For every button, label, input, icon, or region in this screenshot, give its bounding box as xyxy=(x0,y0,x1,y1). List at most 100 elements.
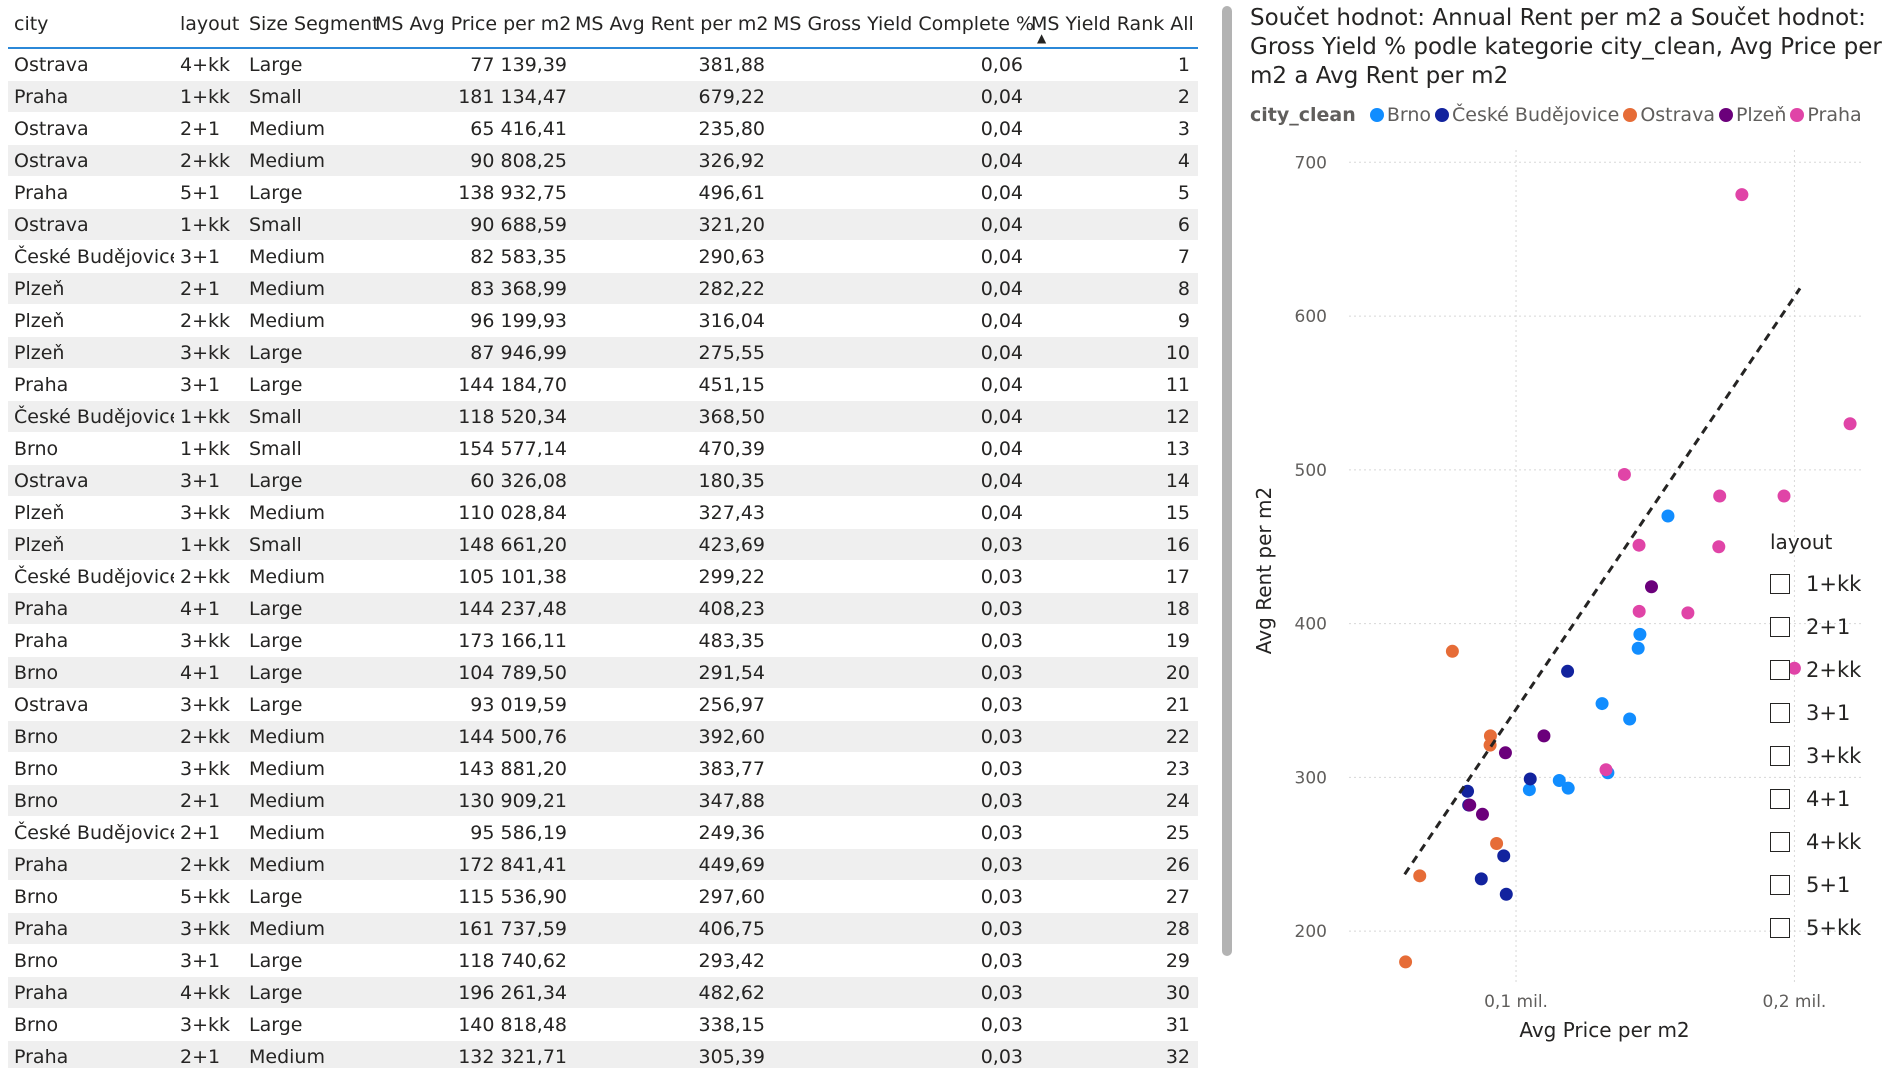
legend-item[interactable]: České Budějovice xyxy=(1435,104,1619,126)
data-point[interactable] xyxy=(1490,837,1504,851)
legend-item[interactable]: Plzeň xyxy=(1718,104,1786,126)
data-point[interactable] xyxy=(1644,580,1658,594)
table-row[interactable]: České Budějovice 3+1 Medium 82 583,35 290,63… xyxy=(8,240,1198,273)
checkbox[interactable] xyxy=(1770,573,1790,594)
slicer-item[interactable]: 2+1 xyxy=(1770,605,1896,648)
data-point[interactable] xyxy=(1552,773,1566,787)
table-row[interactable]: Plzeň 1+kk Small 148 661,20 423,69 0,03 16 xyxy=(8,528,1198,561)
data-point[interactable] xyxy=(1497,849,1511,863)
table-row[interactable]: Ostrava 1+kk Small 90 688,59 321,20 0,04 6 xyxy=(8,208,1198,241)
table-row[interactable]: Ostrava 3+kk Large 93 019,59 256,97 0,03 21 xyxy=(8,688,1198,721)
table-row[interactable]: Praha 3+1 Large 144 184,70 451,15 0,04 11 xyxy=(8,368,1198,401)
slicer-item[interactable]: 2+kk xyxy=(1770,648,1896,691)
data-point[interactable] xyxy=(1632,538,1646,552)
data-point[interactable] xyxy=(1787,661,1801,675)
data-point[interactable] xyxy=(1399,955,1413,969)
data-point[interactable] xyxy=(1499,887,1513,901)
column-header-size-segment[interactable]: Size Segment xyxy=(243,0,380,49)
data-point[interactable] xyxy=(1735,188,1749,202)
column-header-layout[interactable]: layout xyxy=(174,0,243,49)
table-row[interactable]: České Budějovice 1+kk Small 118 520,34 368,5… xyxy=(8,400,1198,433)
scatter-plot[interactable]: 200 300 400 500 600 700 0,1 mil. 0,2 mil. Avg Pr… xyxy=(1240,0,1896,1068)
table-row[interactable]: Ostrava 4+kk Large 77 139,39 381,88 0,06 1 xyxy=(8,48,1198,81)
data-point[interactable] xyxy=(1623,712,1637,726)
table-row[interactable]: Plzeň 3+kk Large 87 946,99 275,55 0,04 10 xyxy=(8,336,1198,369)
slicer-item[interactable]: 3+kk xyxy=(1770,734,1896,777)
data-point[interactable] xyxy=(1681,606,1695,620)
table-row[interactable]: Brno 2+1 Medium 130 909,21 347,88 0,03 24 xyxy=(8,784,1198,817)
checkbox[interactable] xyxy=(1770,659,1790,680)
slicer-item[interactable]: 3+1 xyxy=(1770,691,1896,734)
table-row[interactable]: České Budějovice 2+kk Medium 105 101,38 299,… xyxy=(8,560,1198,593)
table-row[interactable]: Praha 3+kk Medium 161 737,59 406,75 0,03 28 xyxy=(8,912,1198,945)
checkbox[interactable] xyxy=(1770,917,1790,938)
table-row[interactable]: Plzeň 3+kk Medium 110 028,84 327,43 0,04 15 xyxy=(8,496,1198,529)
table-row[interactable]: Plzeň 2+1 Medium 83 368,99 282,22 0,04 8 xyxy=(8,272,1198,305)
data-point[interactable] xyxy=(1413,869,1427,883)
table-row[interactable]: Ostrava 3+1 Large 60 326,08 180,35 0,04 14 xyxy=(8,464,1198,497)
data-point[interactable] xyxy=(1712,540,1726,554)
legend-item[interactable]: Brno xyxy=(1369,104,1431,126)
data-point[interactable] xyxy=(1661,509,1675,523)
slicer-item[interactable]: 5+1 xyxy=(1770,863,1896,906)
column-header-city[interactable]: city xyxy=(8,0,174,49)
table-row[interactable]: Praha 3+kk Large 173 166,11 483,35 0,03 19 xyxy=(8,624,1198,657)
data-point[interactable] xyxy=(1498,746,1512,760)
table-row[interactable]: Brno 3+kk Large 140 818,48 338,15 0,03 31 xyxy=(8,1008,1198,1041)
table-row[interactable]: Praha 1+kk Small 181 134,47 679,22 0,04 2 xyxy=(8,80,1198,113)
table-row[interactable]: Praha 4+kk Large 196 261,34 482,62 0,03 30 xyxy=(8,976,1198,1009)
table-row[interactable]: České Budějovice 2+1 Medium 95 586,19 249,36… xyxy=(8,816,1198,849)
table-row[interactable]: Brno 3+kk Medium 143 881,20 383,77 0,03 23 xyxy=(8,752,1198,785)
data-point[interactable] xyxy=(1537,729,1551,743)
data-point[interactable] xyxy=(1523,772,1537,786)
table-row[interactable]: Praha 5+1 Large 138 932,75 496,61 0,04 5 xyxy=(8,176,1198,209)
data-point[interactable] xyxy=(1595,697,1609,711)
slicer-item[interactable]: 4+1 xyxy=(1770,777,1896,820)
data-point[interactable] xyxy=(1445,644,1459,658)
table-row[interactable]: Brno 2+kk Medium 144 500,76 392,60 0,03 22 xyxy=(8,720,1198,753)
data-point[interactable] xyxy=(1631,641,1645,655)
table-scrollbar-thumb[interactable] xyxy=(1222,6,1232,956)
data-point[interactable] xyxy=(1633,627,1647,641)
data-point[interactable] xyxy=(1463,798,1477,812)
column-header-avg-price[interactable]: MS Avg Price per m2 xyxy=(375,0,575,49)
data-point[interactable] xyxy=(1632,604,1646,618)
data-point[interactable] xyxy=(1474,872,1488,886)
checkbox[interactable] xyxy=(1770,616,1790,637)
checkbox[interactable] xyxy=(1770,874,1790,895)
column-header-yield-rank[interactable]: MS Yield Rank All ▲ xyxy=(1031,0,1198,49)
data-point[interactable] xyxy=(1843,417,1857,431)
table-row[interactable]: Brno 3+1 Large 118 740,62 293,42 0,03 29 xyxy=(8,944,1198,977)
legend-item[interactable]: Praha xyxy=(1790,104,1862,126)
data-point[interactable] xyxy=(1561,664,1575,678)
table-row[interactable]: Ostrava 2+1 Medium 65 416,41 235,80 0,04 3 xyxy=(8,112,1198,145)
data-point[interactable] xyxy=(1483,729,1497,743)
table-row[interactable]: Plzeň 2+kk Medium 96 199,93 316,04 0,04 9 xyxy=(8,304,1198,337)
table-row[interactable]: Brno 5+kk Large 115 536,90 297,60 0,03 27 xyxy=(8,880,1198,913)
table-scrollbar[interactable] xyxy=(1222,6,1232,956)
checkbox[interactable] xyxy=(1770,831,1790,852)
checkbox[interactable] xyxy=(1770,788,1790,809)
legend-item[interactable]: Ostrava xyxy=(1623,104,1715,126)
column-header-avg-rent[interactable]: MS Avg Rent per m2 xyxy=(575,0,773,49)
scatter-chart-visual[interactable]: Součet hodnot: Annual Rent per m2 a Souč… xyxy=(1240,0,1896,1068)
checkbox[interactable] xyxy=(1770,702,1790,723)
table-row[interactable]: Ostrava 2+kk Medium 90 808,25 326,92 0,04 4 xyxy=(8,144,1198,177)
column-header-gross-yield[interactable]: MS Gross Yield Complete % xyxy=(773,0,1034,49)
data-point[interactable] xyxy=(1777,489,1791,503)
table-row[interactable]: Brno 4+1 Large 104 789,50 291,54 0,03 20 xyxy=(8,656,1198,689)
data-point[interactable] xyxy=(1599,763,1613,777)
data-point[interactable] xyxy=(1522,783,1536,797)
checkbox[interactable] xyxy=(1770,745,1790,766)
slicer-item[interactable]: 4+kk xyxy=(1770,820,1896,863)
data-point[interactable] xyxy=(1713,489,1727,503)
data-point[interactable] xyxy=(1561,781,1575,795)
slicer-item[interactable]: 1+kk xyxy=(1770,562,1896,605)
table-row[interactable]: Praha 4+1 Large 144 237,48 408,23 0,03 18 xyxy=(8,592,1198,625)
data-point[interactable] xyxy=(1475,807,1489,821)
data-point[interactable] xyxy=(1617,467,1631,481)
table-row[interactable]: Praha 2+1 Medium 132 321,71 305,39 0,03 32 xyxy=(8,1040,1198,1068)
table-row[interactable]: Brno 1+kk Small 154 577,14 470,39 0,04 13 xyxy=(8,432,1198,465)
slicer-item[interactable]: 5+kk xyxy=(1770,906,1896,949)
table-row[interactable]: Praha 2+kk Medium 172 841,41 449,69 0,03 26 xyxy=(8,848,1198,881)
